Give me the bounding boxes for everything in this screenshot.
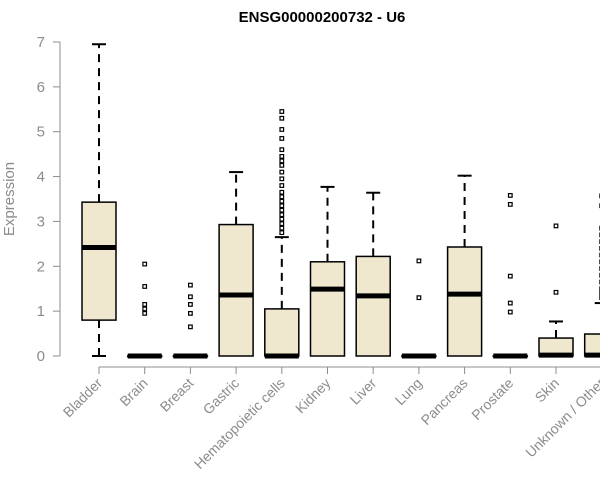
outlier-point xyxy=(279,162,285,168)
outlier-point xyxy=(188,310,193,316)
y-axis-label: Expression xyxy=(1,162,18,236)
outlier-point xyxy=(279,147,285,153)
x-tick-label: Brain xyxy=(116,375,150,409)
outlier-point xyxy=(279,230,285,236)
box-iqr xyxy=(81,201,117,321)
outlier-point xyxy=(142,284,148,289)
outlier-point xyxy=(279,176,285,182)
outlier-point xyxy=(188,324,193,330)
box-iqr xyxy=(446,246,483,357)
x-tick-label: Pancreas xyxy=(418,375,471,428)
y-tick-label: 5 xyxy=(37,124,45,141)
outlier-point xyxy=(279,115,285,121)
y-tick-label: 6 xyxy=(37,79,45,96)
outlier-point xyxy=(142,310,148,316)
box-iqr xyxy=(355,255,391,357)
box-bladder xyxy=(81,43,117,357)
outlier-point xyxy=(416,258,422,264)
x-tick-label: Gastric xyxy=(200,375,243,418)
outlier-point xyxy=(279,198,285,204)
outlier-point xyxy=(188,294,193,300)
outlier-point xyxy=(279,153,285,159)
outlier-point xyxy=(279,216,285,222)
y-axis: 0 1 2 3 4 5 6 7 xyxy=(37,34,61,365)
y-tick-label: 0 xyxy=(37,348,45,365)
box-iqr xyxy=(218,223,254,357)
y-tick-label: 1 xyxy=(37,303,45,320)
box-gastric xyxy=(218,171,254,357)
box-liver xyxy=(355,191,391,357)
outlier-point xyxy=(188,302,193,307)
box-breast xyxy=(172,282,209,359)
box-brain xyxy=(126,261,163,359)
box-prostate xyxy=(492,193,529,359)
x-tick-label: Breast xyxy=(157,375,197,415)
outlier-point xyxy=(279,194,285,200)
outlier-point xyxy=(279,136,285,141)
outlier-point xyxy=(142,261,148,267)
y-tick-label: 7 xyxy=(37,34,45,51)
outlier-point xyxy=(279,221,285,227)
outlier-point xyxy=(279,189,285,195)
outlier-point xyxy=(279,225,285,231)
box-lung xyxy=(401,258,437,359)
outlier-point xyxy=(553,223,559,229)
x-tick-label: Lung xyxy=(392,375,425,408)
outlier-point xyxy=(507,193,513,198)
outlier-point xyxy=(507,309,513,315)
box-iqr xyxy=(309,261,346,357)
x-tick-label: Skin xyxy=(532,375,563,406)
y-tick-label: 2 xyxy=(37,258,45,275)
outlier-point xyxy=(279,109,285,114)
outlier-point xyxy=(279,169,285,175)
box-series xyxy=(81,43,600,359)
x-tick-label: Unknown / Other xyxy=(522,375,600,461)
x-tick-label: Prostate xyxy=(468,375,516,423)
outlier-point xyxy=(507,300,513,306)
box-iqr xyxy=(583,333,600,357)
box-pancreas xyxy=(446,174,483,357)
x-tick-label: Liver xyxy=(347,375,380,408)
box-kidney xyxy=(309,185,346,357)
x-tick-label: Kidney xyxy=(292,375,334,417)
outlier-point xyxy=(507,201,513,207)
outlier-point xyxy=(416,295,422,301)
y-tick-label: 4 xyxy=(37,169,45,186)
outlier-point xyxy=(279,207,285,213)
outlier-point xyxy=(279,183,285,188)
box-iqr xyxy=(264,308,300,357)
y-tick-label: 3 xyxy=(37,213,45,230)
outlier-point xyxy=(142,302,148,307)
box-hematopoietic-cells xyxy=(264,109,300,359)
outlier-point xyxy=(188,282,193,288)
outlier-point xyxy=(553,289,559,295)
box-skin xyxy=(538,223,574,358)
outlier-point xyxy=(279,127,285,132)
x-tick-label: Bladder xyxy=(60,375,106,421)
outlier-point xyxy=(279,212,285,218)
x-tick-label: Hematopoietic cells xyxy=(191,375,288,472)
box-unknown-other xyxy=(583,193,600,358)
outlier-point xyxy=(279,158,285,164)
chart-title: ENSG00000200732 - U6 xyxy=(239,9,406,26)
outlier-point xyxy=(142,306,148,312)
outlier-point xyxy=(279,203,285,209)
outlier-point xyxy=(507,273,513,279)
